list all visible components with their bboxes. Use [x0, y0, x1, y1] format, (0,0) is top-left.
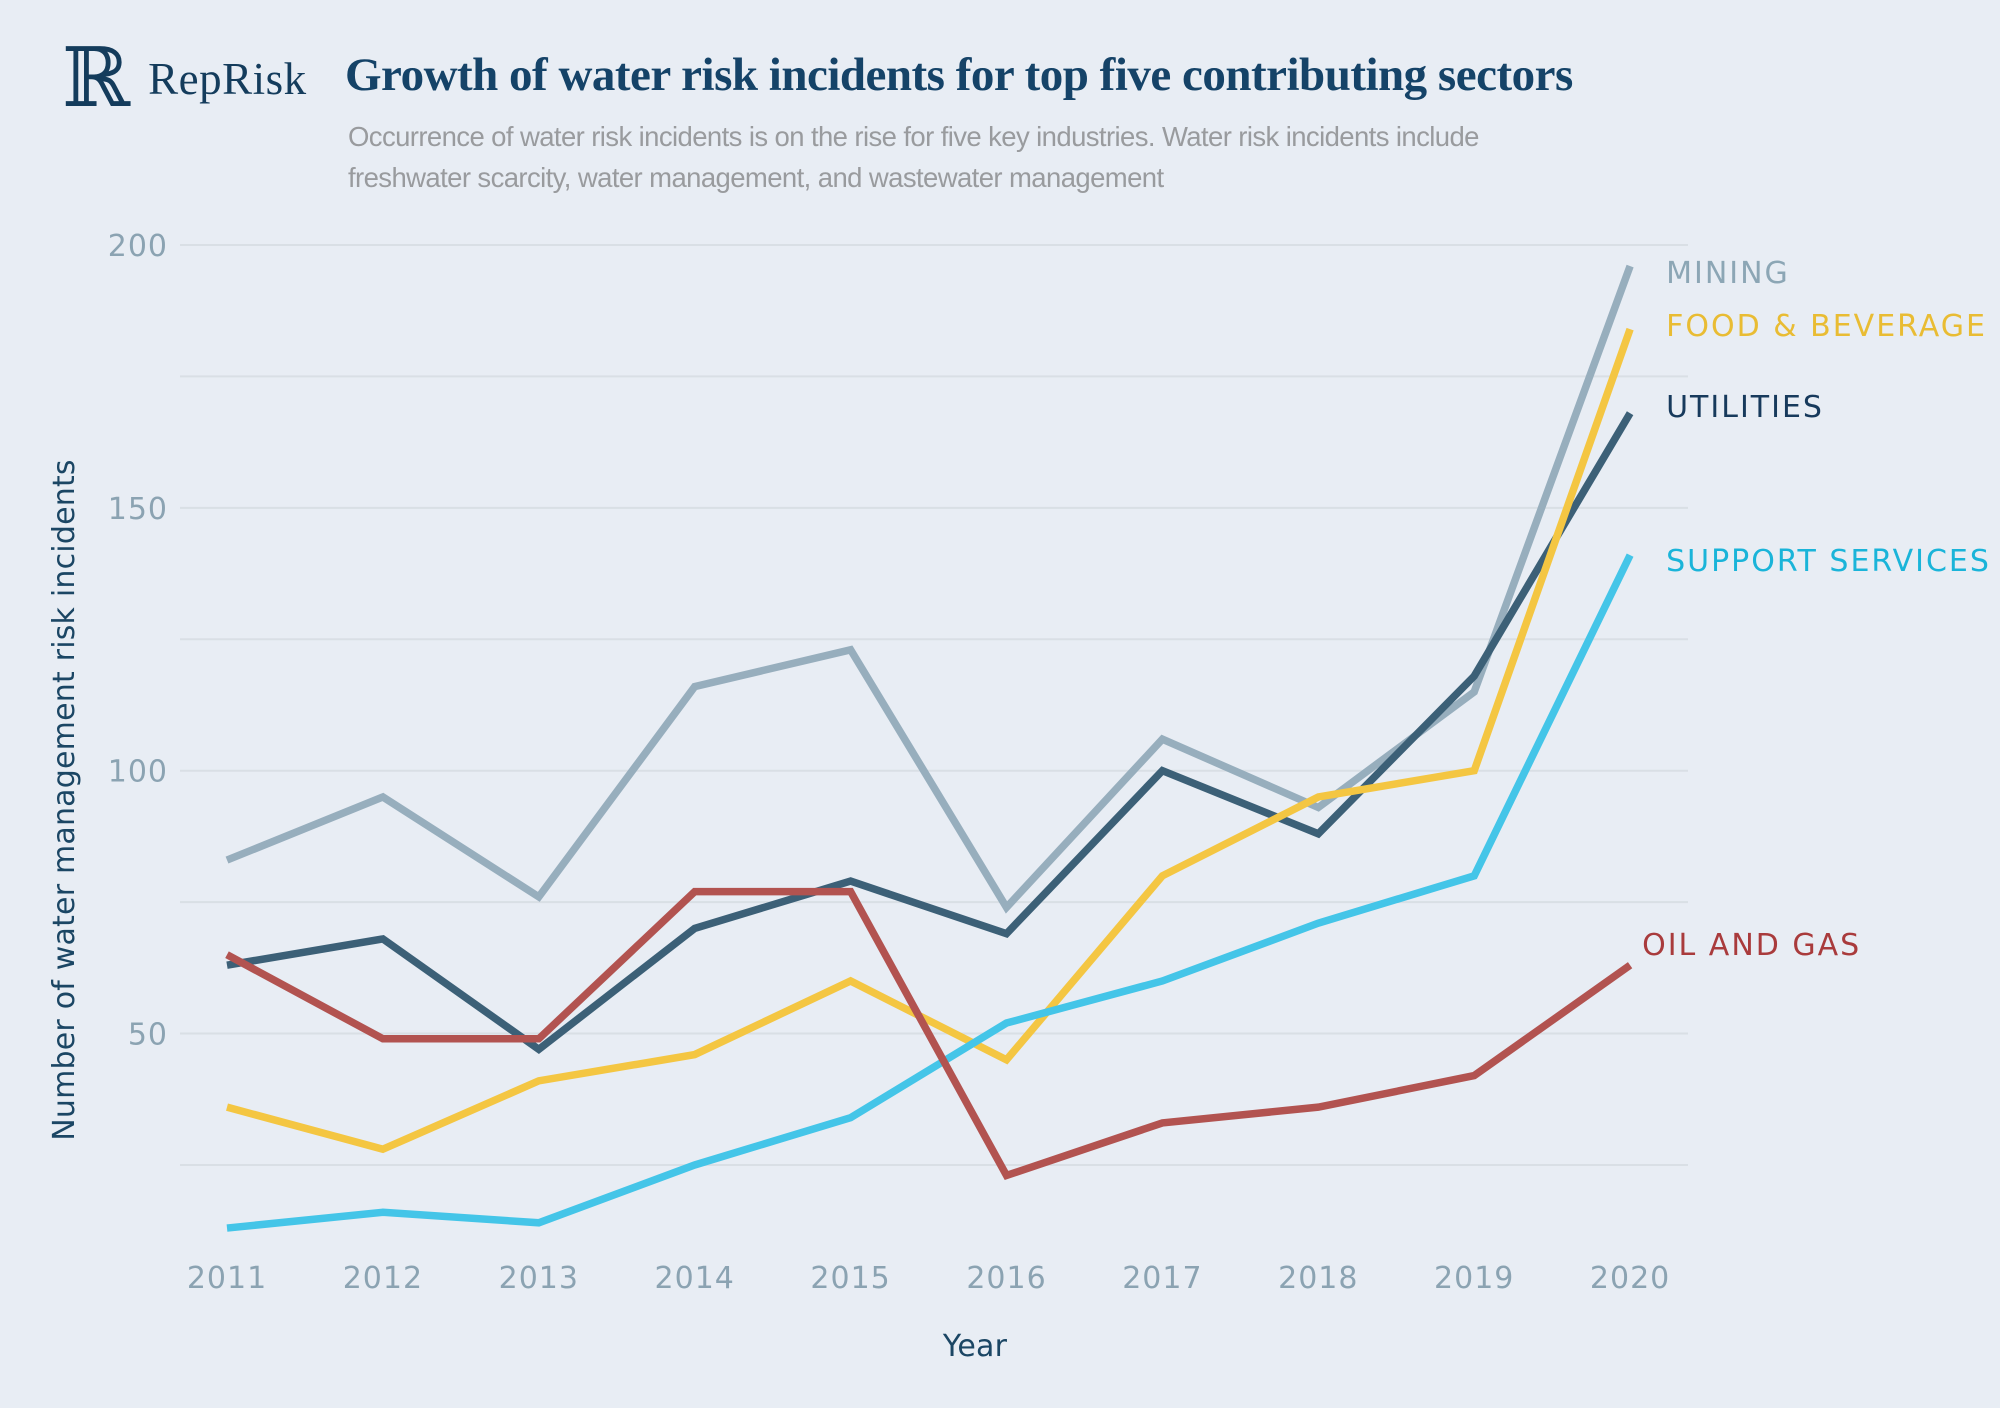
legend-label-support-services: SUPPORT SERVICES	[1666, 544, 1991, 579]
x-tick-label-2011: 2011	[187, 1261, 267, 1296]
x-tick-label-2019: 2019	[1434, 1261, 1514, 1296]
series-line-mining	[225, 264, 1634, 914]
subtitle-line-1: Occurrence of water risk incidents is on…	[348, 121, 1479, 152]
reprisk-logo: ℝ RepRisk	[62, 31, 307, 126]
x-tick-label-2015: 2015	[810, 1261, 890, 1296]
subtitle-line-2: freshwater scarcity, water management, a…	[348, 162, 1164, 193]
x-axis-title: Year	[942, 1329, 1008, 1364]
series-line-oil-and-gas	[225, 887, 1633, 1181]
y-tick-label-200: 200	[108, 229, 168, 264]
y-tick-label-150: 150	[108, 492, 168, 527]
reprisk-logo-icon: ℝ	[62, 31, 131, 126]
reprisk-logo-wordmark: RepRisk	[148, 53, 307, 104]
y-tick-label-100: 100	[108, 755, 168, 790]
series-line-food-beverage	[226, 327, 1634, 1154]
series-line-support-services	[226, 553, 1634, 1232]
page-title: Growth of water risk incidents for top f…	[345, 49, 1573, 101]
y-tick-label-50: 50	[128, 1018, 168, 1053]
x-tick-label-2016: 2016	[966, 1261, 1046, 1296]
series-line-utilities	[226, 411, 1634, 1054]
legend-label-oil-and-gas: OIL AND GAS	[1642, 928, 1861, 963]
y-axis-title: Number of water management risk incident…	[47, 459, 82, 1141]
x-tick-label-2012: 2012	[343, 1261, 423, 1296]
x-tick-label-2020: 2020	[1590, 1261, 1670, 1296]
x-tick-label-2017: 2017	[1122, 1261, 1202, 1296]
legend-label-food-beverage: FOOD & BEVERAGE	[1666, 309, 1987, 344]
x-tick-label-2018: 2018	[1278, 1261, 1358, 1296]
x-tick-label-2013: 2013	[499, 1261, 579, 1296]
legend-label-utilities: UTILITIES	[1666, 390, 1824, 425]
legend-label-mining: MINING	[1666, 256, 1790, 291]
x-tick-label-2014: 2014	[655, 1261, 735, 1296]
page-subtitle: Occurrence of water risk incidents is on…	[348, 116, 1479, 198]
